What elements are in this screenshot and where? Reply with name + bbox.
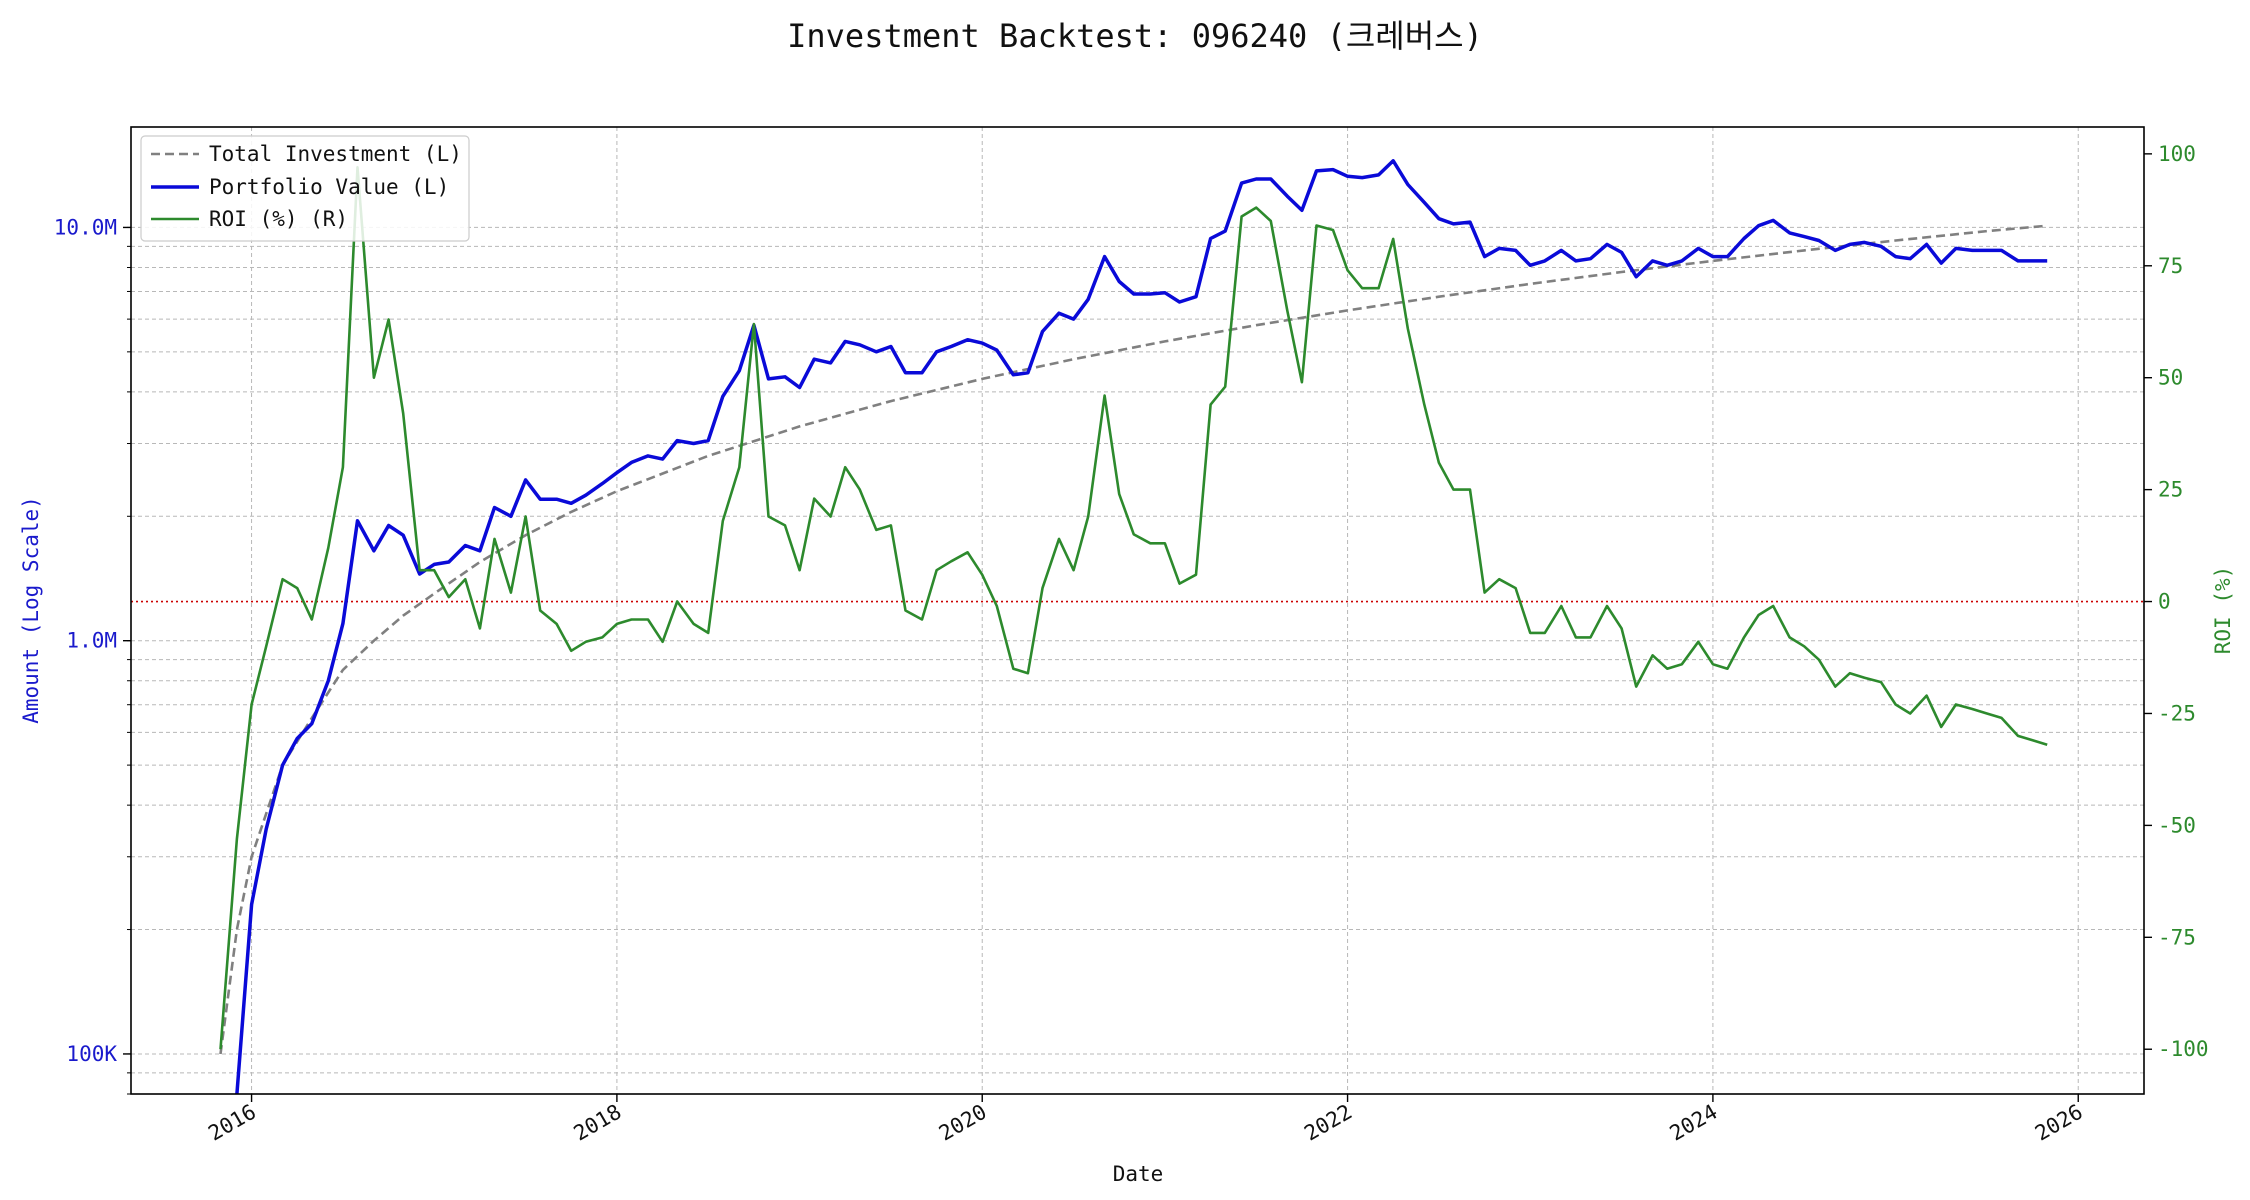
left-tick-label-0: 100K <box>66 1042 117 1066</box>
series-portfolio-value-line <box>235 159 2048 1095</box>
left-tick-label-2: 10.0M <box>54 215 117 239</box>
chart-title: Investment Backtest: 096240 (크레버스) <box>787 17 1483 55</box>
x-tick-label-4: 2024 <box>1666 1100 1722 1146</box>
x-tick-label-5: 2026 <box>2031 1100 2087 1146</box>
plot-frame <box>130 126 2145 1095</box>
right-tick-label-4: 0 <box>2158 590 2171 614</box>
right-tick-label-5: 25 <box>2158 478 2183 502</box>
left-y-axis-label: Amount (Log Scale) <box>19 496 43 724</box>
right-tick-label-8: 100 <box>2158 142 2196 166</box>
x-axis-label: Date <box>1113 1162 1164 1186</box>
legend-box <box>140 135 470 242</box>
left-y-axis: 100K 1.0M 10.0M <box>54 215 131 1095</box>
right-tick-label-6: 50 <box>2158 366 2183 390</box>
right-tick-label-2: -50 <box>2158 813 2196 837</box>
series-total-investment-line <box>219 224 2048 1055</box>
series-layer <box>219 159 2048 1095</box>
legend: Total Investment (L) Portfolio Value (L)… <box>140 135 470 242</box>
right-y-axis: -100 -75 -50 -25 0 25 50 75 100 <box>2144 142 2209 1061</box>
legend-label-total-investment: Total Investment (L) <box>209 142 462 166</box>
legend-label-portfolio-value: Portfolio Value (L) <box>209 175 449 199</box>
left-tick-label-1: 1.0M <box>66 629 117 653</box>
right-y-axis-label: ROI (%) <box>2211 566 2235 655</box>
x-axis: 2016 2018 2020 2022 2024 2026 <box>204 1094 2087 1146</box>
right-tick-label-1: -75 <box>2158 925 2196 949</box>
legend-label-roi: ROI (%) (R) <box>209 207 348 231</box>
right-tick-label-3: -25 <box>2158 701 2196 725</box>
x-tick-label-2: 2020 <box>935 1100 991 1146</box>
x-tick-label-3: 2022 <box>1300 1100 1356 1146</box>
grid <box>131 127 2144 1095</box>
right-tick-label-0: -100 <box>2158 1037 2209 1061</box>
x-tick-label-1: 2018 <box>570 1100 626 1146</box>
series-roi-line <box>219 166 2048 1050</box>
x-tick-label-0: 2016 <box>204 1100 260 1146</box>
right-tick-label-7: 75 <box>2158 254 2183 278</box>
